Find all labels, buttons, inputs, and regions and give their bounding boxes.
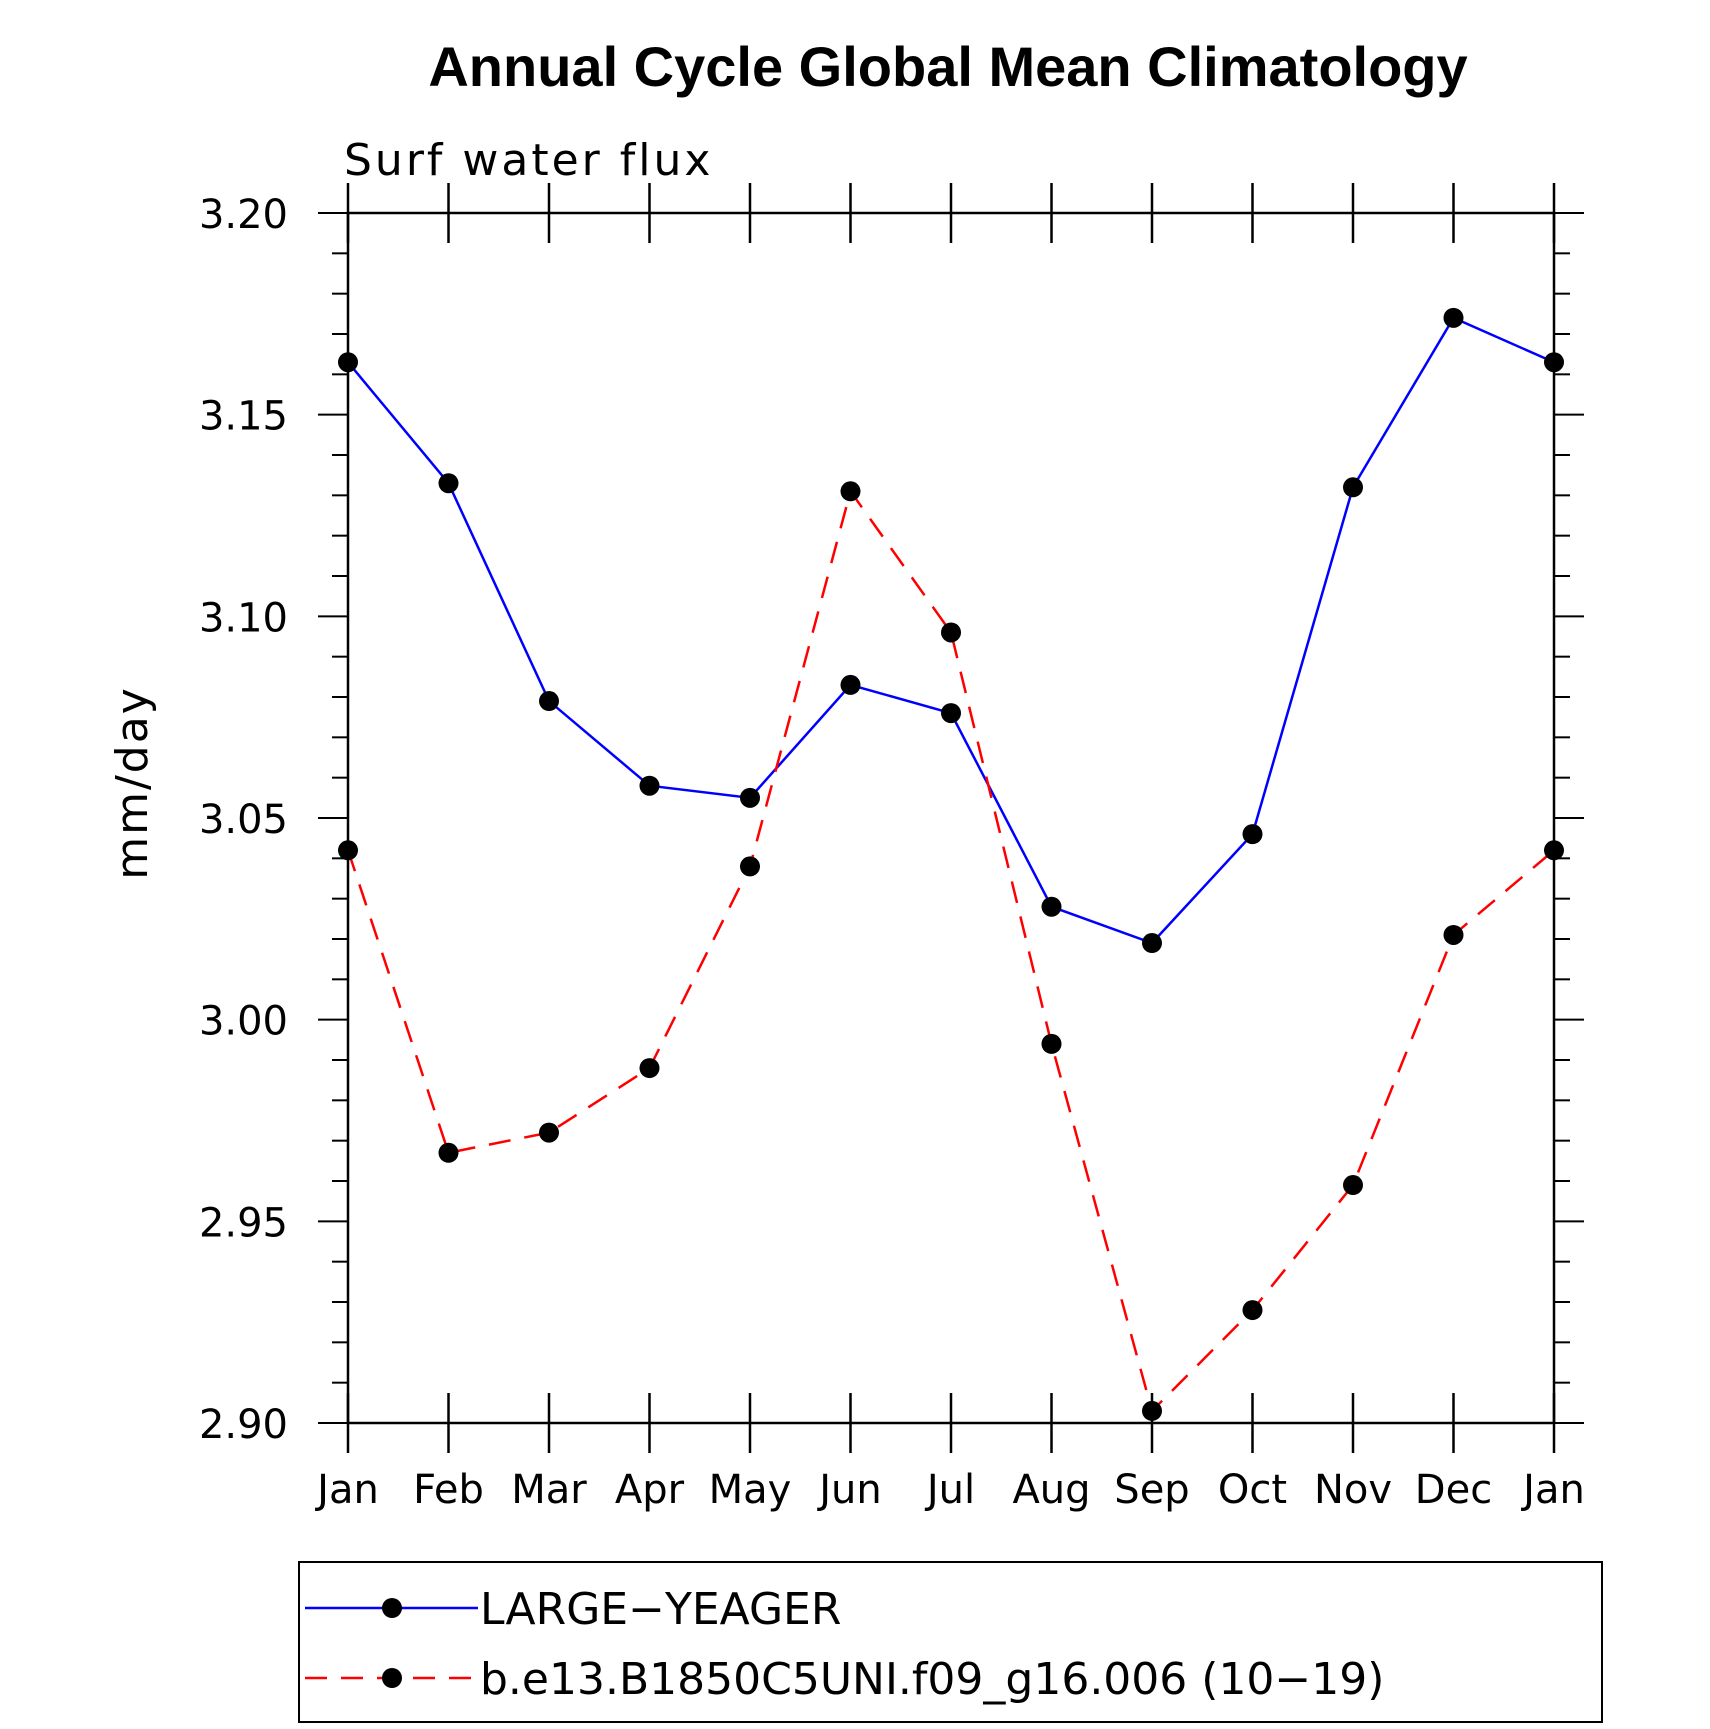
data-point — [1242, 1300, 1263, 1321]
data-point — [1343, 1175, 1363, 1196]
plot-frame — [346, 211, 1556, 1425]
data-point — [438, 1142, 459, 1163]
legend-label: LARGE−YEAGER — [480, 1584, 841, 1635]
x-tick-label: Dec — [1415, 1467, 1492, 1513]
y-tick-label: 2.95 — [199, 1200, 288, 1246]
data-point — [840, 481, 861, 502]
y-tick-label: 2.90 — [199, 1402, 288, 1448]
x-tick-label: Sep — [1114, 1467, 1189, 1513]
x-tick-label: May — [709, 1467, 792, 1513]
data-point — [1242, 824, 1263, 845]
data-point — [1443, 307, 1464, 328]
legend-marker — [382, 1598, 402, 1618]
y-axis-label: mm/day — [107, 686, 158, 879]
x-tick-label: Oct — [1218, 1467, 1287, 1513]
data-point — [840, 674, 861, 695]
data-point — [1343, 477, 1363, 498]
data-point — [539, 1122, 559, 1143]
y-tick-label: 3.05 — [199, 797, 288, 843]
data-point — [1544, 840, 1564, 861]
data-point — [1142, 1400, 1162, 1421]
data-point — [338, 840, 358, 861]
x-tick-label: Jan — [1520, 1467, 1585, 1513]
y-tick-label: 3.10 — [199, 595, 288, 641]
data-point — [338, 352, 358, 373]
y-tick-label: 3.20 — [199, 192, 288, 238]
x-tick-label: Apr — [615, 1467, 685, 1513]
series-2 — [338, 481, 1564, 1421]
data-point — [639, 1058, 660, 1079]
data-point — [941, 703, 961, 724]
data-point — [1544, 352, 1564, 373]
x-tick-label: Feb — [413, 1467, 484, 1513]
legend: LARGE−YEAGER b.e13.B1850C5UNI.f09_g16.006… — [298, 1561, 1603, 1723]
data-point — [1041, 1033, 1062, 1054]
data-point — [941, 622, 961, 643]
data-point — [438, 473, 459, 494]
legend-label: b.e13.B1850C5UNI.f09_g16.006 (10−19) — [480, 1654, 1384, 1705]
data-point — [740, 856, 760, 877]
plot-axes: Jan Feb Mar Apr May Jun Jul Aug Sep Oct Nov Dec Jan 3… — [199, 183, 1585, 1513]
data-point — [740, 787, 760, 808]
y-tick-label: 3.15 — [199, 394, 288, 440]
x-tick-label: Jun — [816, 1467, 882, 1513]
x-tick-label: Mar — [511, 1467, 587, 1513]
legend-box — [298, 1561, 1603, 1723]
data-point — [1443, 924, 1464, 945]
x-tick-label: Jul — [924, 1467, 975, 1513]
series-1 — [338, 307, 1564, 954]
chart-title: Annual Cycle Global Mean Climatology — [428, 35, 1467, 98]
x-tick-label: Jan — [314, 1467, 379, 1513]
x-tick-label: Nov — [1314, 1467, 1392, 1513]
x-tick-label: Aug — [1012, 1467, 1090, 1513]
data-point — [639, 775, 660, 796]
chart-subtitle: Surf water flux — [344, 135, 713, 186]
y-tick-label: 3.00 — [199, 999, 288, 1045]
legend-marker — [382, 1668, 402, 1688]
data-point — [539, 691, 559, 712]
series-layer — [338, 307, 1564, 1421]
data-point — [1142, 933, 1162, 954]
data-point — [1041, 896, 1062, 917]
